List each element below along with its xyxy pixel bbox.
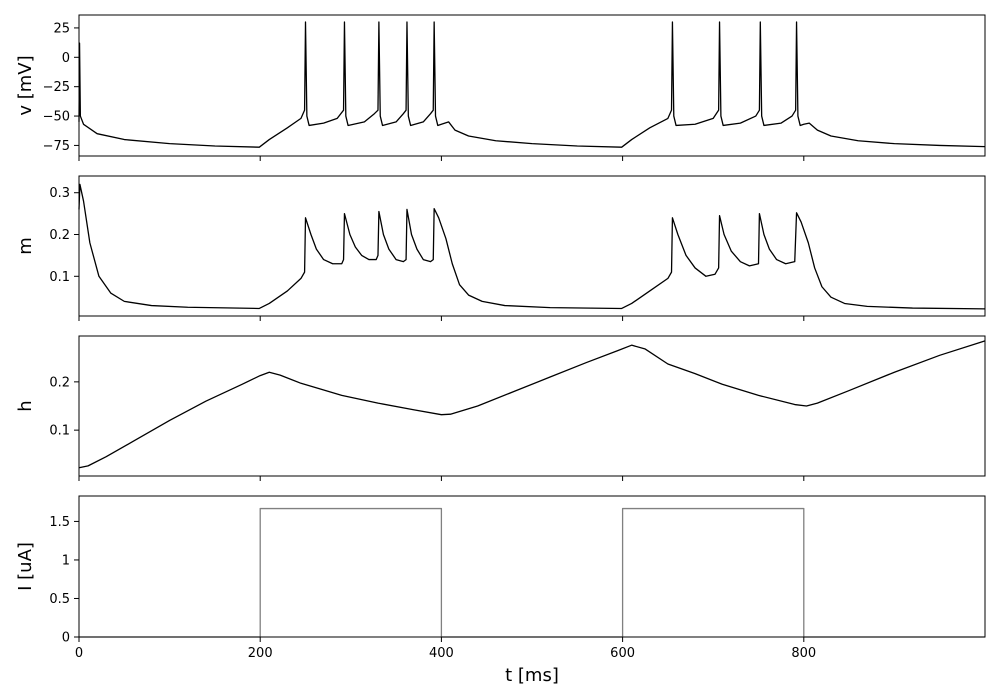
axes-frame-voltage bbox=[78, 14, 986, 157]
ytick-label-m-gate: 0.3 bbox=[49, 186, 70, 201]
ytick-label-current: 0.5 bbox=[49, 592, 70, 607]
ylabel-voltage: v [mV] bbox=[15, 55, 36, 115]
axes-frame-h-gate bbox=[78, 335, 986, 477]
ylabel-current: I [uA] bbox=[15, 542, 36, 591]
series-line-m-gate bbox=[78, 183, 986, 310]
panel-current: 0 0.5 1 1.5 0 200 400 600 800 I [uA] t [ms] bbox=[15, 495, 986, 686]
ytick-label-current: 1 bbox=[62, 553, 70, 568]
ytick-label-voltage: 0 bbox=[62, 51, 70, 66]
xlabel-time: t [ms] bbox=[505, 665, 559, 686]
ytick-label-current: 1.5 bbox=[49, 515, 70, 530]
ytick-label-m-gate: 0.2 bbox=[49, 228, 70, 243]
series-line-voltage bbox=[78, 21, 986, 148]
series-line-current bbox=[79, 507, 985, 638]
ytick-label-current: 0 bbox=[62, 631, 70, 646]
ytick-label-h-gate: 0.2 bbox=[49, 375, 70, 390]
ytick-label-voltage: −50 bbox=[43, 110, 70, 125]
ylabel-m-gate: m bbox=[15, 237, 36, 255]
xtick-label: 800 bbox=[791, 646, 816, 661]
panel-voltage: −75 −50 −25 0 25 v [mV] bbox=[15, 14, 986, 161]
xtick-label: 400 bbox=[429, 646, 454, 661]
axes-frame-current bbox=[78, 495, 986, 638]
ytick-label-voltage: −25 bbox=[43, 80, 70, 95]
axes-frame-m-gate bbox=[78, 175, 986, 317]
xtick-label: 0 bbox=[75, 646, 83, 661]
xtick-label: 600 bbox=[610, 646, 635, 661]
xtick-label: 200 bbox=[248, 646, 273, 661]
ytick-label-h-gate: 0.1 bbox=[49, 424, 70, 439]
ylabel-h-gate: h bbox=[15, 400, 36, 411]
ytick-label-m-gate: 0.1 bbox=[49, 270, 70, 285]
series-line-h-gate bbox=[78, 340, 986, 469]
panel-m-gate: 0.1 0.2 0.3 m bbox=[15, 175, 986, 321]
ytick-label-voltage: −75 bbox=[43, 139, 70, 154]
panel-h-gate: 0.1 0.2 h bbox=[15, 335, 986, 481]
ytick-label-voltage: 25 bbox=[53, 21, 70, 36]
